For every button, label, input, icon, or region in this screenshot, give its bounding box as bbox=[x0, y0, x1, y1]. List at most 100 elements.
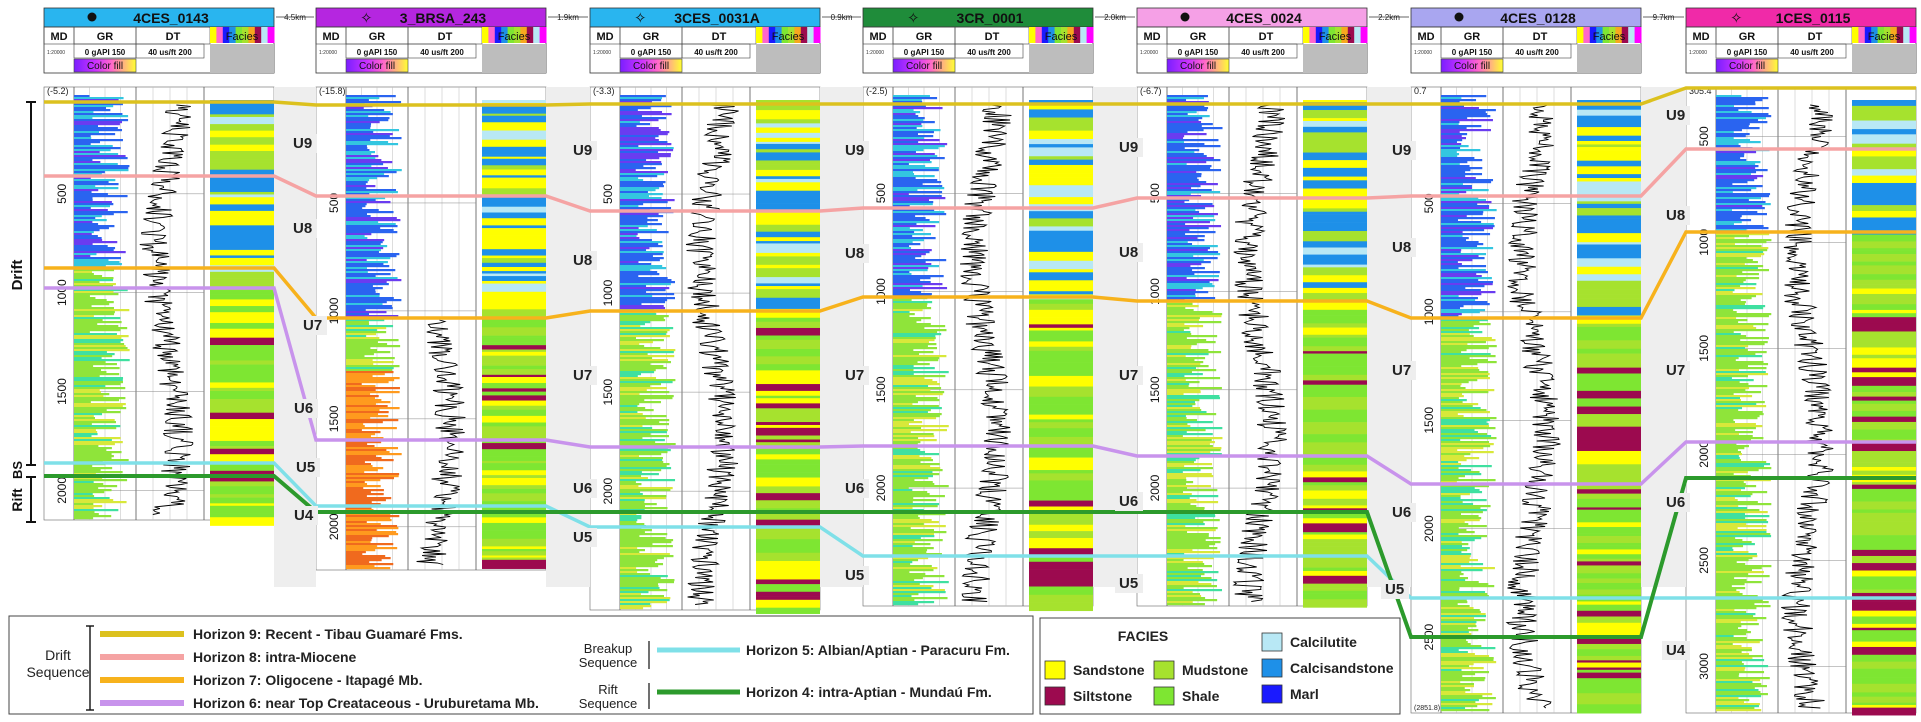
gr-log-bar bbox=[1716, 153, 1745, 156]
facies-layer bbox=[482, 184, 546, 189]
gr-log-bar bbox=[1716, 225, 1764, 228]
facies-layer bbox=[1029, 125, 1093, 131]
gr-log-bar bbox=[893, 177, 916, 180]
gr-log-bar bbox=[74, 279, 113, 282]
gr-log-bar bbox=[893, 101, 923, 104]
gr-log-bar bbox=[1441, 397, 1459, 400]
gr-log-bar bbox=[346, 429, 362, 432]
gr-log-bar bbox=[620, 149, 674, 152]
facies-layer bbox=[210, 290, 274, 295]
facies-layer bbox=[1577, 306, 1641, 314]
gr-log-bar bbox=[893, 431, 911, 434]
gr-log-bar bbox=[1167, 489, 1218, 492]
gr-log-bar bbox=[1441, 291, 1496, 294]
gr-log-bar bbox=[346, 331, 387, 334]
gr-log-bar bbox=[893, 567, 938, 570]
facies-layer bbox=[1852, 360, 1916, 368]
facies-layer bbox=[482, 449, 546, 457]
gr-log-bar bbox=[1167, 433, 1213, 436]
gr-log-bar bbox=[620, 169, 636, 172]
gr-log-bar bbox=[1441, 425, 1490, 428]
gr-log-bar bbox=[620, 197, 662, 200]
facies-layer bbox=[1852, 309, 1916, 314]
facies-layer bbox=[1577, 554, 1641, 560]
facies-layer bbox=[1852, 296, 1916, 299]
gr-log-bar bbox=[1167, 149, 1200, 152]
gr-log-bar bbox=[1441, 653, 1475, 656]
gr-log-bar bbox=[893, 505, 938, 508]
gr-log-bar bbox=[1441, 619, 1486, 622]
gr-log-bar bbox=[74, 361, 106, 364]
gr-log-bar bbox=[620, 193, 663, 196]
facies-layer bbox=[1029, 346, 1093, 352]
gr-log-bar bbox=[346, 311, 387, 314]
gr-log-bar bbox=[620, 327, 674, 330]
gr-log-bar bbox=[893, 181, 942, 184]
gr-log-bar bbox=[74, 259, 109, 262]
gr-log-bar bbox=[346, 465, 373, 468]
gr-log-bar bbox=[1441, 481, 1457, 484]
gr-log-bar bbox=[1716, 255, 1762, 258]
facies-layer bbox=[1852, 623, 1916, 629]
gr-log-bar bbox=[1716, 307, 1764, 310]
gr-log-bar bbox=[1716, 303, 1745, 306]
facies-layer bbox=[1852, 518, 1916, 522]
gr-log-bar bbox=[1441, 223, 1494, 226]
gr-log-bar bbox=[74, 223, 99, 226]
facies-layer bbox=[1303, 471, 1367, 478]
gr-log-bar bbox=[346, 351, 391, 354]
gr-log-bar bbox=[1441, 565, 1461, 568]
gr-log-bar bbox=[893, 373, 914, 376]
gr-log-bar bbox=[346, 277, 398, 280]
facies-layer bbox=[1303, 118, 1367, 122]
unit-label-bg bbox=[1381, 580, 1409, 599]
facies-layer bbox=[1029, 483, 1093, 493]
facies-layer bbox=[210, 162, 274, 170]
gr-log-bar bbox=[620, 555, 674, 558]
gr-log-bar bbox=[620, 357, 653, 360]
gr-log-bar bbox=[346, 417, 371, 420]
facies-layer bbox=[482, 335, 546, 338]
gr-log-bar bbox=[1167, 513, 1215, 516]
gr-log-bar bbox=[1167, 563, 1205, 566]
gr-log-bar bbox=[1441, 129, 1491, 132]
facies-layer bbox=[1852, 339, 1916, 348]
facies-layer bbox=[756, 364, 820, 368]
gr-log-bar bbox=[74, 377, 124, 380]
gr-log-bar bbox=[1441, 531, 1475, 534]
gas-well-icon: ✧ bbox=[907, 10, 920, 27]
gr-log-bar bbox=[893, 459, 933, 462]
gr-log-bar bbox=[346, 427, 397, 430]
gr-log-bar bbox=[346, 245, 388, 248]
gr-log-bar bbox=[620, 573, 651, 576]
gr-log-bar bbox=[346, 237, 368, 240]
gr-log-bar bbox=[1441, 473, 1482, 476]
gr-log-bar bbox=[1716, 393, 1734, 396]
gr-log-bar bbox=[620, 289, 666, 292]
gr-log-bar bbox=[1716, 567, 1762, 570]
facies-layer bbox=[1852, 462, 1916, 468]
facies-label-sandstone: Sandstone bbox=[1073, 662, 1145, 678]
facies-layer bbox=[482, 130, 546, 135]
depth-tick-label: 2000 bbox=[1422, 515, 1436, 542]
gr-log-bar bbox=[74, 169, 129, 172]
gr-log-bar bbox=[893, 425, 949, 428]
facies-layer bbox=[756, 584, 820, 593]
facies-layer bbox=[756, 277, 820, 284]
gr-log-bar bbox=[620, 129, 661, 132]
gr-log-bar bbox=[346, 487, 364, 490]
gr-log-bar bbox=[620, 533, 668, 536]
facies-layer bbox=[1577, 266, 1641, 275]
gr-log-bar bbox=[74, 121, 123, 124]
gr-log-bar bbox=[1441, 595, 1489, 598]
track-title: DT bbox=[438, 31, 453, 43]
gr-log-bar bbox=[1167, 261, 1211, 264]
horizon-line-H5 bbox=[44, 461, 1916, 600]
legend-label-H6: Horizon 6: near Top Creataceous - Urubur… bbox=[193, 695, 539, 711]
gr-log-bar bbox=[1716, 659, 1765, 662]
gr-log-bar bbox=[1441, 141, 1457, 144]
gr-log-bar bbox=[1716, 621, 1741, 624]
gr-log-bar bbox=[620, 207, 672, 210]
facies-layer bbox=[1852, 479, 1916, 483]
gr-log-bar bbox=[346, 209, 379, 212]
